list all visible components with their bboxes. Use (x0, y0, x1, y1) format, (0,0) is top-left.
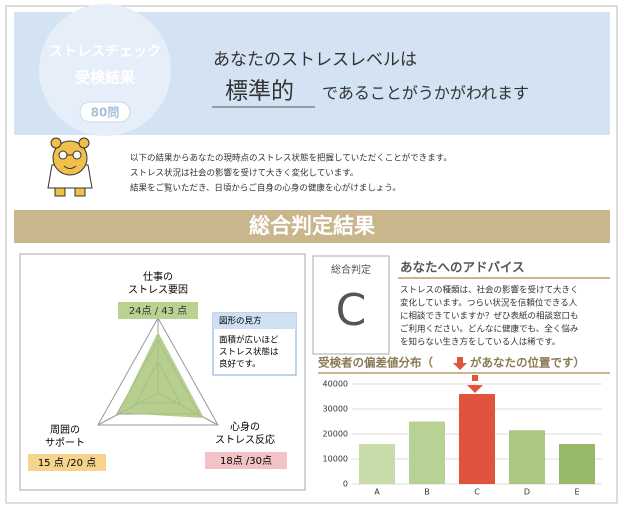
advice-line: ご利用ください。どんなに健康でも、全く悩み (400, 324, 579, 335)
advice-line: 変化しています。つらい状況を信頼位できる人 (400, 298, 578, 309)
grade: C (336, 285, 367, 336)
y-tick-label: 0 (343, 480, 348, 489)
axis-label: 周囲の (50, 424, 80, 436)
level: 標準的 (225, 79, 294, 105)
axis-label: 仕事の (143, 270, 173, 283)
advice-line: ストレスの種類は、社会の影響を受けて大きく (400, 285, 579, 296)
bar (459, 394, 495, 484)
intro-line: 結果をご覧いただき、日頃からご自身の心身の健康を心がけましょう。 (130, 183, 401, 194)
tiger-icon (48, 138, 92, 196)
bar (559, 444, 595, 484)
axis-label: ストレス反応 (215, 433, 275, 446)
tail: であることがうかがわれます (322, 84, 529, 103)
bar (359, 444, 395, 484)
bar (409, 422, 445, 485)
lead: あなたのストレスレベルは (213, 50, 417, 70)
intro-line: 以下の結果からあなたの現時点のストレス状態を把握していただくことができます。 (130, 153, 452, 164)
bar (509, 430, 545, 484)
legend-line: 良好です。 (219, 359, 261, 370)
circle-line: ストレスチェック (49, 44, 161, 60)
x-tick-label: D (524, 488, 530, 497)
intro-line: ストレス状況は社会の影響を受けて大きく変化しています。 (130, 168, 358, 179)
x-tick-label: B (424, 488, 430, 497)
legend-line: 面積が広いほど (219, 335, 279, 346)
score: 18点 /30点 (220, 455, 272, 467)
score: 24点 / 43 点 (129, 305, 187, 317)
y-tick-label: 40000 (323, 380, 348, 389)
x-tick-label: E (574, 488, 579, 497)
advice-title: あなたへのアドバイス (400, 260, 525, 275)
page: ストレスチェック 受検結果 80問 あなたのストレスレベルは 標準的 であること… (0, 0, 624, 510)
axis-label: サポート (45, 437, 85, 449)
chart-note: があなたの位置です） (470, 356, 585, 370)
advice-line: を知らない生き方をしている人は稀です。 (400, 337, 560, 348)
grade-label: 総合判定 (331, 263, 371, 276)
advice-body: ストレスの種類は、社会の影響を受けて大きく変化しています。つらい状況を信頼位でき… (400, 285, 579, 348)
y-tick-label: 10000 (323, 455, 348, 464)
y-tick-label: 30000 (323, 405, 348, 414)
chart-title: 受検者の偏差値分布（ (318, 356, 433, 370)
legend-title: 図形の見方 (219, 316, 262, 327)
score: 15 点 /20 点 (38, 457, 96, 469)
circle-line: 受検結果 (75, 69, 136, 87)
legend-line: ストレス状態は (219, 347, 279, 358)
axis-label: 心身の (230, 420, 260, 433)
x-tick-label: C (474, 488, 480, 497)
x-tick-label: A (374, 488, 380, 497)
section-title: 総合判定結果 (249, 214, 375, 238)
badge-text: 80問 (91, 106, 120, 120)
y-tick-label: 20000 (323, 430, 348, 439)
advice-line: に相談できていますか？ぜひ表紙の相談窓口も (400, 311, 579, 322)
axis-label: ストレス要因 (128, 284, 188, 296)
